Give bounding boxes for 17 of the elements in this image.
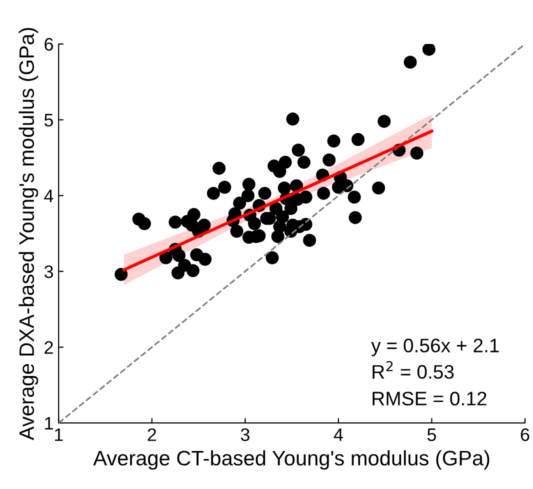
y-tick-label: 4 xyxy=(44,190,54,202)
y-tick-label: 3 xyxy=(44,265,53,278)
x-tick-label: 5 xyxy=(427,428,436,442)
annotation: RMSE = 0.12 xyxy=(372,392,486,406)
annotation: R$^{2}$ = 0.53 xyxy=(372,361,454,379)
y-tick-label: 6 xyxy=(44,38,53,51)
x-tick-label: 2 xyxy=(148,428,156,441)
x-tick-label: 4 xyxy=(334,428,343,441)
y-tick-label: 2 xyxy=(44,341,53,354)
y-tick-label: 5 xyxy=(44,114,54,127)
y-tick-label: 1 xyxy=(45,417,53,430)
y-axis-title: Average DXA-based Young's modulus (GPa) xyxy=(18,28,38,440)
x-tick-label: 6 xyxy=(520,428,530,442)
x-tick-label: 3 xyxy=(240,428,250,442)
annotation: y = 0.56x + 2.1 xyxy=(371,338,499,356)
x-tick-label: 1 xyxy=(54,428,63,441)
x-axis-title: Average CT-based Young's modulus (GPa) xyxy=(93,450,490,470)
